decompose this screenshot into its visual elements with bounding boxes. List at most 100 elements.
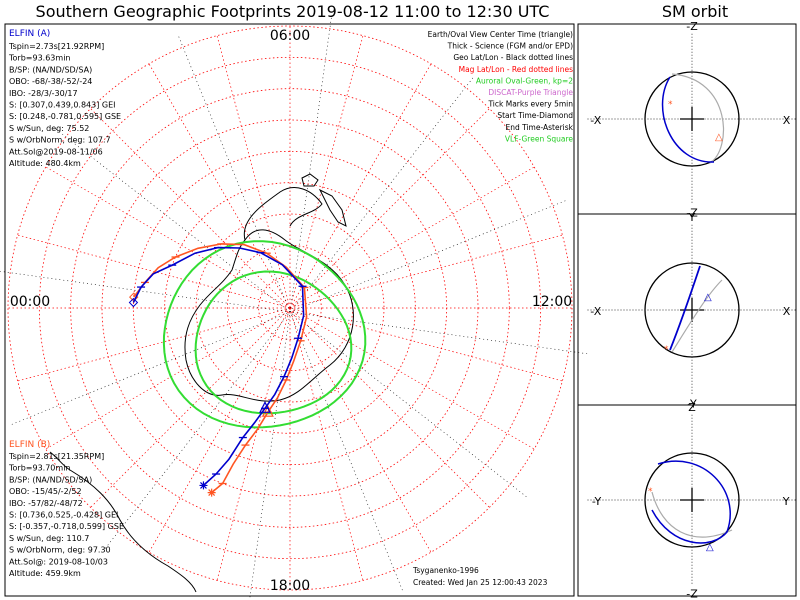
elfin-a-end-asterisk	[199, 481, 208, 490]
info-line: Torb=93.70min	[8, 464, 70, 473]
elfin-b-name: ELFIN (B)	[9, 440, 50, 450]
sm-axis-label: Y	[782, 495, 790, 508]
legend-item: Tick Marks every 5min	[487, 100, 573, 109]
legend-item: Start Time-Diamond	[497, 111, 573, 120]
mag-lon-line	[17, 307, 291, 382]
sm-orbit-path	[671, 73, 725, 164]
sm-orbit-a	[651, 460, 731, 544]
elfin-b-info: Tspin=2.81s[21.35RPM] Torb=93.70min B/SP: …	[8, 452, 124, 578]
sm-marker-b: *	[648, 487, 653, 497]
australia-coast	[49, 451, 71, 471]
sm-earth	[644, 262, 740, 358]
map-frame	[4, 23, 575, 597]
legend-item: DISCAT-Purple Triangle	[488, 88, 573, 97]
info-line: S: [0.736,0.525,-0.428] GEI	[9, 511, 118, 520]
sm-orbit-a	[669, 265, 701, 351]
info-line: S w/OrbNorm, deg: 107.7	[9, 136, 111, 145]
sm-axis-label: X	[783, 305, 791, 318]
mag-lon-line	[289, 166, 535, 309]
elfin-b-end-asterisk	[207, 488, 216, 497]
mag-lon-line	[45, 307, 291, 450]
info-line: B/SP: (NA/ND/SD/SA)	[9, 475, 92, 484]
sm-frame	[577, 23, 797, 597]
info-line: Att.Sol@2019-08-11/06	[9, 147, 103, 156]
legend-item: Mag Lat/Lon - Red dotted lines	[459, 65, 573, 74]
info-line: IBO: -28/3/-30/17	[9, 89, 78, 98]
legend-item: Geo Lat/Lon - Black dotted lines	[453, 53, 573, 62]
credit-created: Created: Wed Jan 25 12:00:43 2023	[413, 578, 548, 587]
legend: Earth/Oval View Center Time (triangle) Th…	[428, 30, 574, 143]
oval-inner	[194, 270, 353, 415]
mag-lon-line	[289, 63, 432, 309]
peninsula-coast	[243, 187, 323, 241]
sm-axis-label: -Y	[687, 397, 697, 410]
sm-orbit-path	[651, 491, 733, 538]
sm-axis-label: -X	[590, 114, 601, 127]
sm-earth	[644, 71, 740, 167]
sm-panel: -Z -Z -X X * △	[587, 20, 797, 219]
mlt-label-right: 12:00	[532, 294, 572, 310]
info-line: OBO: -15/45/-2/52	[9, 487, 82, 496]
auroral-oval	[162, 240, 367, 429]
info-line: S: [0.307,0.439,0.843] GEI	[9, 101, 116, 110]
elfin-a-track	[132, 246, 305, 486]
mag-lon-line	[90, 307, 291, 508]
mag-lon-line	[148, 63, 291, 309]
info-line: S: [-0.357,-0.718,0.599] GSE	[9, 522, 124, 531]
mag-lon-line	[289, 108, 490, 309]
info-line: S w/OrbNorm, deg: 97.30	[9, 546, 111, 555]
elfin-a-center-triangle	[259, 400, 271, 413]
info-line: S w/Sun, deg: 75.52	[9, 124, 89, 133]
sm-panel: Z -Z -Y Y * △	[587, 401, 797, 600]
mag-lon-line	[148, 307, 291, 553]
mag-lon-line	[289, 307, 535, 450]
sm-panels: -Z -Z -X X * △ Y -Y -X X * △ Z -Z -Y Y * △	[587, 20, 797, 600]
mag-lat-circle	[195, 213, 385, 403]
mag-lon-line	[216, 307, 291, 581]
credit-author: Tsyganenko-1996	[412, 566, 479, 575]
sm-axis-label: Z	[688, 401, 696, 414]
info-line: S w/Sun, deg: 110.7	[9, 534, 89, 543]
sm-axis-label: -Z	[686, 20, 698, 33]
map-grid	[0, 14, 588, 600]
legend-item: Thick - Science (FGM and/or EPD)	[447, 42, 573, 51]
info-line: Torb=93.63min	[8, 54, 70, 63]
satellite-tracks	[128, 243, 309, 497]
mag-lon-line	[289, 35, 364, 309]
info-line: Tspin=2.81s[21.35RPM]	[8, 452, 104, 461]
mag-lat-circle	[70, 88, 510, 528]
sm-panel: Y -Y -X X * △	[587, 211, 797, 410]
elfin-b-track	[133, 243, 308, 494]
mag-lon-line	[289, 307, 490, 508]
info-line: IBO: -57/82/-48/72	[9, 499, 83, 508]
sm-marker-a: △	[704, 292, 712, 303]
australia-coast	[69, 469, 197, 593]
mag-lon-line	[45, 166, 291, 309]
sm-axis-label: -Z	[686, 206, 698, 219]
mag-lon-line	[289, 307, 563, 382]
legend-item: End Time-Asterisk	[505, 123, 573, 132]
sm-axis-label: X	[783, 114, 791, 127]
mag-lat-circle	[258, 276, 322, 340]
mag-lon-line	[90, 108, 291, 309]
sm-axis-label: -X	[590, 305, 601, 318]
mlt-label-left: 00:00	[10, 294, 50, 310]
info-line: Altitude: 459.9km	[9, 569, 81, 578]
elfin-b-center-triangle	[261, 404, 274, 417]
mag-lat-circle	[38, 56, 542, 560]
elfin-a-name: ELFIN (A)	[9, 29, 50, 39]
mag-lon-line	[289, 307, 364, 581]
mag-lon-line	[216, 35, 291, 309]
sm-orbit-title: SM orbit	[661, 2, 729, 21]
info-line: B/SP: (NA/ND/SD/SA)	[9, 65, 92, 74]
island-coast	[301, 173, 319, 187]
elfin-a-start-diamond	[128, 297, 139, 308]
info-line: Altitude: 480.4km	[9, 159, 81, 168]
mag-lat-circle	[7, 25, 573, 591]
info-line: OBO: -68/-38/-52/-24	[9, 77, 92, 86]
info-line: S: [0.248,-0.781,0.595] GSE	[9, 112, 121, 121]
south-america-coast	[318, 188, 347, 227]
page-title: Southern Geographic Footprints 2019-08-1…	[35, 2, 550, 21]
sm-marker-b: *	[668, 100, 673, 110]
